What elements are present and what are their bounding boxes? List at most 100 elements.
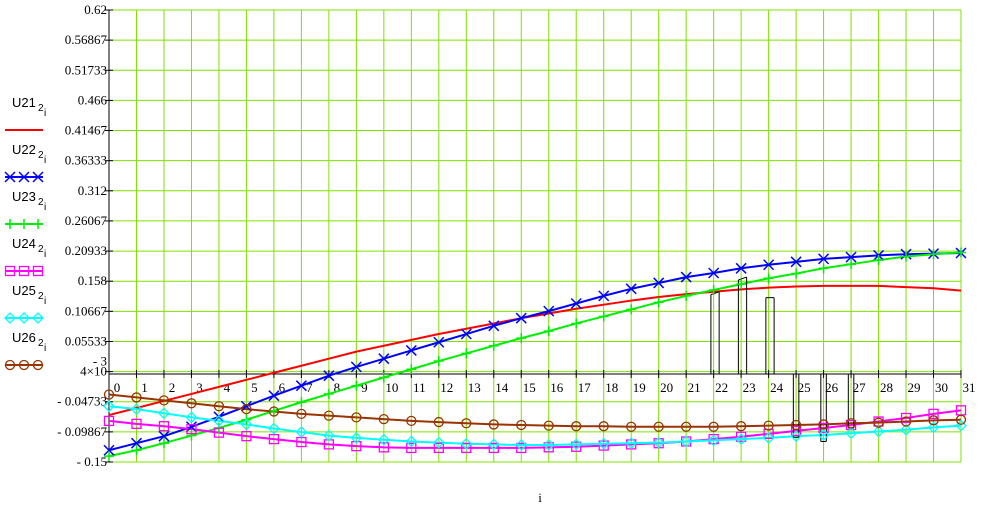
data-point-u24 (378, 442, 389, 453)
data-point-u25 (735, 433, 748, 446)
x-axis-title: i (538, 490, 542, 505)
legend-item-u21: U21 2 i (5, 95, 46, 131)
data-point-u24 (488, 442, 499, 454)
data-point-u26 (433, 416, 444, 428)
data-point-u25 (130, 403, 143, 416)
y-tick-label: 0.20933 (65, 243, 107, 258)
x-tick-label: 22 (715, 380, 728, 395)
data-point-u22 (460, 328, 472, 340)
data-point-u22 (130, 437, 143, 449)
data-point-u22 (735, 262, 747, 274)
data-point-u24 (241, 431, 252, 442)
series-line-u24 (108, 409, 962, 449)
marker-stroke (433, 336, 445, 348)
legend-item-u23: U23 2 i (5, 189, 46, 229)
data-point-u25 (652, 436, 665, 449)
series-line-u23 (108, 251, 962, 458)
data-point-u23 (736, 279, 747, 290)
stem-lines (710, 276, 855, 442)
marker-stroke (240, 400, 252, 412)
marker-stroke (185, 421, 197, 433)
data-point-u23 (323, 388, 334, 399)
data-point-u22 (515, 312, 527, 324)
legend-index: i (44, 155, 46, 166)
y-tick-label: 4×10 (80, 364, 107, 379)
x-tick-label: 8 (334, 380, 341, 395)
data-point-u25 (405, 435, 418, 448)
series-line-u22 (108, 252, 962, 452)
data-point-u23 (543, 326, 554, 337)
marker-stroke (488, 320, 500, 332)
data-point-u22 (625, 283, 637, 295)
data-point-u24 (186, 423, 197, 435)
data-point-u26 (900, 416, 912, 427)
marker-stroke (625, 283, 637, 295)
legend-label: U21 (12, 95, 36, 110)
data-point-u25 (762, 432, 775, 444)
data-point-u26 (598, 421, 609, 432)
data-point-u26 (241, 404, 252, 415)
data-point-u26 (213, 401, 225, 412)
data-point-u25 (872, 425, 885, 438)
data-point-u23 (873, 255, 884, 266)
data-point-u23 (681, 290, 692, 301)
data-point-u24 (516, 442, 527, 454)
x-tick-label: 16 (550, 380, 564, 395)
data-point-u22 (543, 305, 555, 317)
legend-swatch-marker (18, 265, 30, 277)
legend-swatch-marker (4, 265, 16, 277)
legend-subscript: 2 (38, 103, 44, 114)
y-tick-label: 0.312 (78, 183, 107, 198)
data-point-u22 (158, 430, 170, 442)
data-point-u25 (900, 423, 912, 436)
data-point-u26 (323, 410, 335, 421)
data-point-u23 (158, 438, 169, 449)
marker-stroke (158, 430, 170, 442)
data-point-u22 (433, 336, 445, 348)
data-point-u26 (873, 417, 884, 428)
legend-swatch-marker (5, 219, 15, 229)
data-point-u24 (818, 422, 829, 434)
marker-stroke (130, 437, 143, 449)
x-tick-label: 23 (743, 380, 756, 395)
legend-swatch-marker (4, 312, 16, 324)
legend-index: i (44, 108, 46, 119)
stem-cap (738, 276, 747, 281)
x-tick-label: 21 (688, 380, 701, 395)
data-point-u23 (626, 304, 637, 315)
data-point-u25 (542, 439, 555, 451)
legend-swatch-marker (32, 312, 44, 324)
data-point-u22 (790, 256, 802, 268)
data-point-u25 (432, 436, 445, 449)
y-tick-label: 0.41467 (65, 123, 108, 138)
legend-swatch-marker (4, 359, 16, 371)
x-tick-label: 17 (578, 380, 592, 395)
x-tick-label: 7 (306, 380, 313, 395)
data-point-u22 (240, 400, 252, 412)
legend-swatch-marker (19, 219, 29, 229)
data-point-u23 (516, 333, 527, 344)
x-tick-label: 19 (633, 380, 646, 395)
legend-label: U22 (12, 142, 36, 157)
data-point-u22 (845, 251, 857, 263)
data-point-u26 (488, 419, 499, 430)
marker-stroke (818, 253, 830, 265)
data-point-u22 (653, 277, 665, 289)
y-tick-label: - 0.15 (77, 454, 107, 469)
x-tick-label: 18 (605, 380, 618, 395)
data-point-u25 (927, 421, 940, 434)
data-point-u23 (433, 356, 444, 367)
data-point-u23 (791, 268, 802, 279)
legend-index: i (44, 202, 46, 213)
data-point-u22 (570, 297, 582, 310)
marker-stroke (735, 262, 747, 274)
legend-label: U26 (12, 330, 36, 345)
y-tick-label: 0.05533 (65, 333, 107, 348)
marker-stroke (598, 290, 610, 302)
data-point-u23 (653, 297, 664, 308)
marker-stroke (103, 444, 115, 456)
marker-stroke (543, 305, 555, 317)
legend-item-u22: U22 2 i (4, 142, 46, 183)
data-point-u22 (680, 271, 692, 283)
data-point-u25 (267, 422, 280, 435)
